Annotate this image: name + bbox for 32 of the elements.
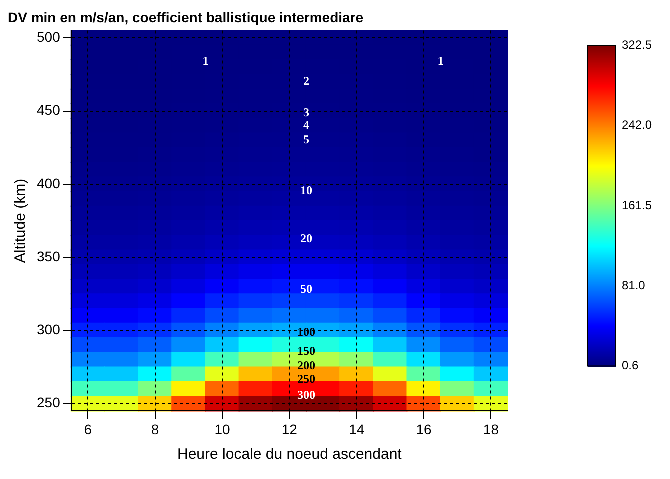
y-tick-label: 500 [37, 28, 61, 45]
annotation: 10 [300, 184, 312, 198]
x-tick-label: 12 [282, 421, 298, 438]
annotation: 1 [438, 54, 444, 68]
chart-title: DV min en m/s/an, coefficient ballistique intermediare [8, 9, 364, 26]
x-tick-label: 18 [483, 421, 500, 438]
annotation: 2 [303, 74, 310, 88]
y-axis-title: Altitude (km) [12, 178, 30, 264]
x-tick-label: 14 [349, 421, 365, 438]
y-tick-label: 350 [37, 248, 61, 264]
annotation: 200 [297, 358, 316, 372]
annotation: 50 [300, 282, 312, 296]
x-tick-label: 10 [214, 421, 230, 438]
annotation: 5 [303, 132, 310, 147]
color-bar-label: 322.5 [622, 38, 652, 52]
annotation: 300 [297, 388, 316, 402]
annotation: 20 [300, 232, 312, 246]
x-tick-label: 16 [416, 421, 432, 438]
y-tick-label: 300 [37, 322, 61, 338]
annotation: 1 [202, 54, 209, 68]
x-tick-label: 6 [84, 421, 92, 438]
annotation: 3 [303, 106, 310, 120]
annotation: 4 [303, 118, 310, 132]
color-bar-label: 161.5 [622, 198, 652, 212]
y-tick-label: 400 [37, 175, 61, 192]
y-tick-label: 450 [37, 102, 61, 118]
x-tick-label: 8 [151, 421, 160, 438]
y-tick-label: 250 [37, 394, 61, 411]
x-axis-title: Heure locale du noeud ascendant [178, 446, 403, 464]
color-bar-label: 242.0 [622, 118, 652, 132]
color-bar-label: 0.6 [622, 358, 640, 373]
color-bar-label: 81.0 [622, 278, 646, 292]
